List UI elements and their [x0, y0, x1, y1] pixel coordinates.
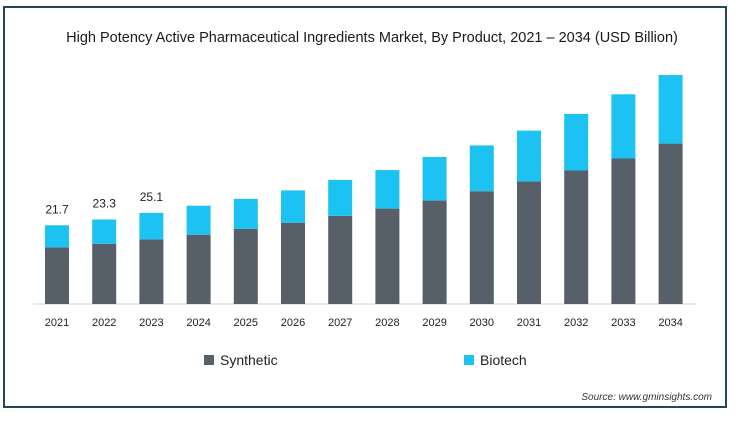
bar-biotech-2034 — [658, 75, 683, 144]
data-label-2021: 21.7 — [45, 202, 69, 216]
data-label-2023: 25.1 — [140, 190, 164, 204]
x-tick-label-2032: 2032 — [564, 317, 588, 329]
bar-synthetic-2029 — [422, 200, 447, 304]
bar-synthetic-2027 — [328, 215, 353, 304]
bar-biotech-2024 — [186, 205, 211, 235]
x-tick-label-2028: 2028 — [375, 317, 399, 329]
bar-synthetic-2032 — [564, 170, 589, 304]
bar-synthetic-2028 — [375, 208, 400, 304]
bar-biotech-2023 — [139, 212, 164, 240]
x-tick-label-2027: 2027 — [328, 317, 352, 329]
legend-swatch-synthetic — [204, 355, 214, 365]
legend: Synthetic Biotech — [0, 352, 744, 372]
bar-synthetic-2034 — [658, 143, 683, 304]
x-tick-label-2025: 2025 — [234, 317, 258, 329]
bar-biotech-2033 — [611, 94, 636, 159]
bar-biotech-2028 — [375, 170, 400, 209]
source-note: Source: www.gminsights.com — [581, 392, 712, 403]
bar-biotech-2021 — [45, 225, 69, 248]
x-tick-label-2024: 2024 — [186, 317, 210, 329]
legend-label-biotech: Biotech — [480, 352, 527, 368]
x-tick-label-2026: 2026 — [281, 317, 305, 329]
bar-synthetic-2031 — [517, 181, 541, 304]
bar-synthetic-2025 — [233, 228, 258, 304]
bar-biotech-2022 — [92, 219, 117, 244]
x-tick-label-2034: 2034 — [658, 317, 682, 329]
bar-synthetic-2033 — [611, 158, 636, 304]
bar-biotech-2025 — [233, 198, 258, 229]
x-tick-label-2029: 2029 — [422, 317, 446, 329]
bar-synthetic-2030 — [469, 191, 494, 304]
bar-synthetic-2021 — [45, 247, 69, 304]
bar-biotech-2027 — [328, 179, 353, 216]
bar-biotech-2026 — [281, 190, 305, 223]
data-label-2022: 23.3 — [93, 197, 117, 211]
legend-item-synthetic: Synthetic — [204, 352, 278, 368]
bar-synthetic-2026 — [281, 222, 305, 304]
bar-biotech-2030 — [469, 145, 494, 192]
x-tick-label-2023: 2023 — [139, 317, 163, 329]
x-tick-label-2033: 2033 — [611, 317, 635, 329]
x-tick-label-2021: 2021 — [45, 317, 69, 329]
bar-biotech-2029 — [422, 157, 447, 201]
chart-frame — [3, 6, 727, 408]
x-tick-label-2022: 2022 — [92, 317, 116, 329]
legend-label-synthetic: Synthetic — [220, 352, 278, 368]
bar-synthetic-2022 — [92, 243, 117, 304]
x-tick-label-2031: 2031 — [517, 317, 541, 329]
bar-biotech-2031 — [517, 130, 541, 182]
legend-item-biotech: Biotech — [464, 352, 527, 368]
x-tick-label-2030: 2030 — [470, 317, 494, 329]
bar-biotech-2032 — [564, 113, 589, 171]
bar-synthetic-2024 — [186, 234, 211, 304]
chart-title: High Potency Active Pharmaceutical Ingre… — [66, 30, 678, 46]
legend-swatch-biotech — [464, 355, 474, 365]
bar-synthetic-2023 — [139, 239, 164, 304]
